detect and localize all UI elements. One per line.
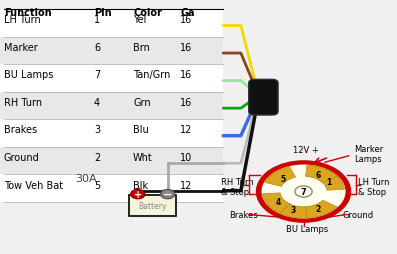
Text: RH Turn: RH Turn <box>4 98 42 107</box>
Text: 4: 4 <box>276 197 281 206</box>
Text: Wht: Wht <box>133 152 153 162</box>
Text: Battery: Battery <box>139 201 167 210</box>
Text: 5: 5 <box>280 174 285 183</box>
FancyBboxPatch shape <box>0 175 223 202</box>
Text: 10: 10 <box>180 152 193 162</box>
Circle shape <box>131 190 145 199</box>
FancyBboxPatch shape <box>0 65 223 92</box>
Wedge shape <box>306 165 337 183</box>
Text: Blu: Blu <box>133 125 149 135</box>
FancyBboxPatch shape <box>0 38 223 65</box>
Text: LH Turn
& Stop: LH Turn & Stop <box>358 177 390 196</box>
Text: Ground: Ground <box>4 152 40 162</box>
Bar <box>129 196 176 216</box>
Text: 16: 16 <box>180 98 193 107</box>
Text: BU Lamps: BU Lamps <box>4 70 53 80</box>
Text: +: + <box>134 189 142 199</box>
Text: Function: Function <box>4 8 52 18</box>
Text: 12: 12 <box>180 180 193 190</box>
Text: 2: 2 <box>94 152 100 162</box>
Text: 5: 5 <box>94 180 100 190</box>
Text: Marker: Marker <box>4 43 38 53</box>
Text: 16: 16 <box>180 70 193 80</box>
Text: 7: 7 <box>94 70 100 80</box>
Text: 30A: 30A <box>75 173 97 183</box>
Text: BU Lamps: BU Lamps <box>286 224 329 233</box>
FancyBboxPatch shape <box>0 120 223 147</box>
Text: Tow Veh Bat: Tow Veh Bat <box>4 180 63 190</box>
Text: 7: 7 <box>301 187 306 196</box>
Text: Brn: Brn <box>133 43 150 53</box>
Text: −: − <box>163 189 172 199</box>
Text: 12: 12 <box>180 125 193 135</box>
Text: 2: 2 <box>316 204 321 213</box>
Text: LH Turn: LH Turn <box>4 15 40 25</box>
Text: 6: 6 <box>94 43 100 53</box>
Text: 6: 6 <box>316 171 321 180</box>
Text: 16: 16 <box>180 43 193 53</box>
Wedge shape <box>306 200 337 218</box>
FancyBboxPatch shape <box>249 80 278 116</box>
Text: 16: 16 <box>180 15 193 25</box>
Text: Yel: Yel <box>133 15 146 25</box>
Text: 3: 3 <box>291 205 296 214</box>
Text: 12V +: 12V + <box>293 146 318 154</box>
Wedge shape <box>262 193 290 214</box>
FancyBboxPatch shape <box>0 10 223 38</box>
Text: Pin: Pin <box>94 8 112 18</box>
Wedge shape <box>265 167 295 186</box>
Text: Grn: Grn <box>133 98 151 107</box>
Text: Color: Color <box>133 8 162 18</box>
Text: Ground: Ground <box>343 210 374 219</box>
Circle shape <box>256 161 351 222</box>
Text: Tan/Grn: Tan/Grn <box>133 70 171 80</box>
Text: Brakes: Brakes <box>229 210 258 219</box>
Text: Blk: Blk <box>133 180 148 190</box>
Text: Brakes: Brakes <box>4 125 37 135</box>
Text: RH Turn
& Stop: RH Turn & Stop <box>221 177 254 196</box>
Text: Ga: Ga <box>180 8 195 18</box>
Text: 4: 4 <box>94 98 100 107</box>
Circle shape <box>295 186 312 197</box>
Wedge shape <box>317 170 345 190</box>
Text: 3: 3 <box>94 125 100 135</box>
FancyBboxPatch shape <box>0 92 223 120</box>
Circle shape <box>260 164 347 220</box>
Wedge shape <box>274 202 307 218</box>
Text: 1: 1 <box>94 15 100 25</box>
Text: Marker
Lamps: Marker Lamps <box>355 144 384 163</box>
Text: 1: 1 <box>326 178 331 187</box>
Circle shape <box>160 190 175 199</box>
FancyBboxPatch shape <box>0 147 223 175</box>
